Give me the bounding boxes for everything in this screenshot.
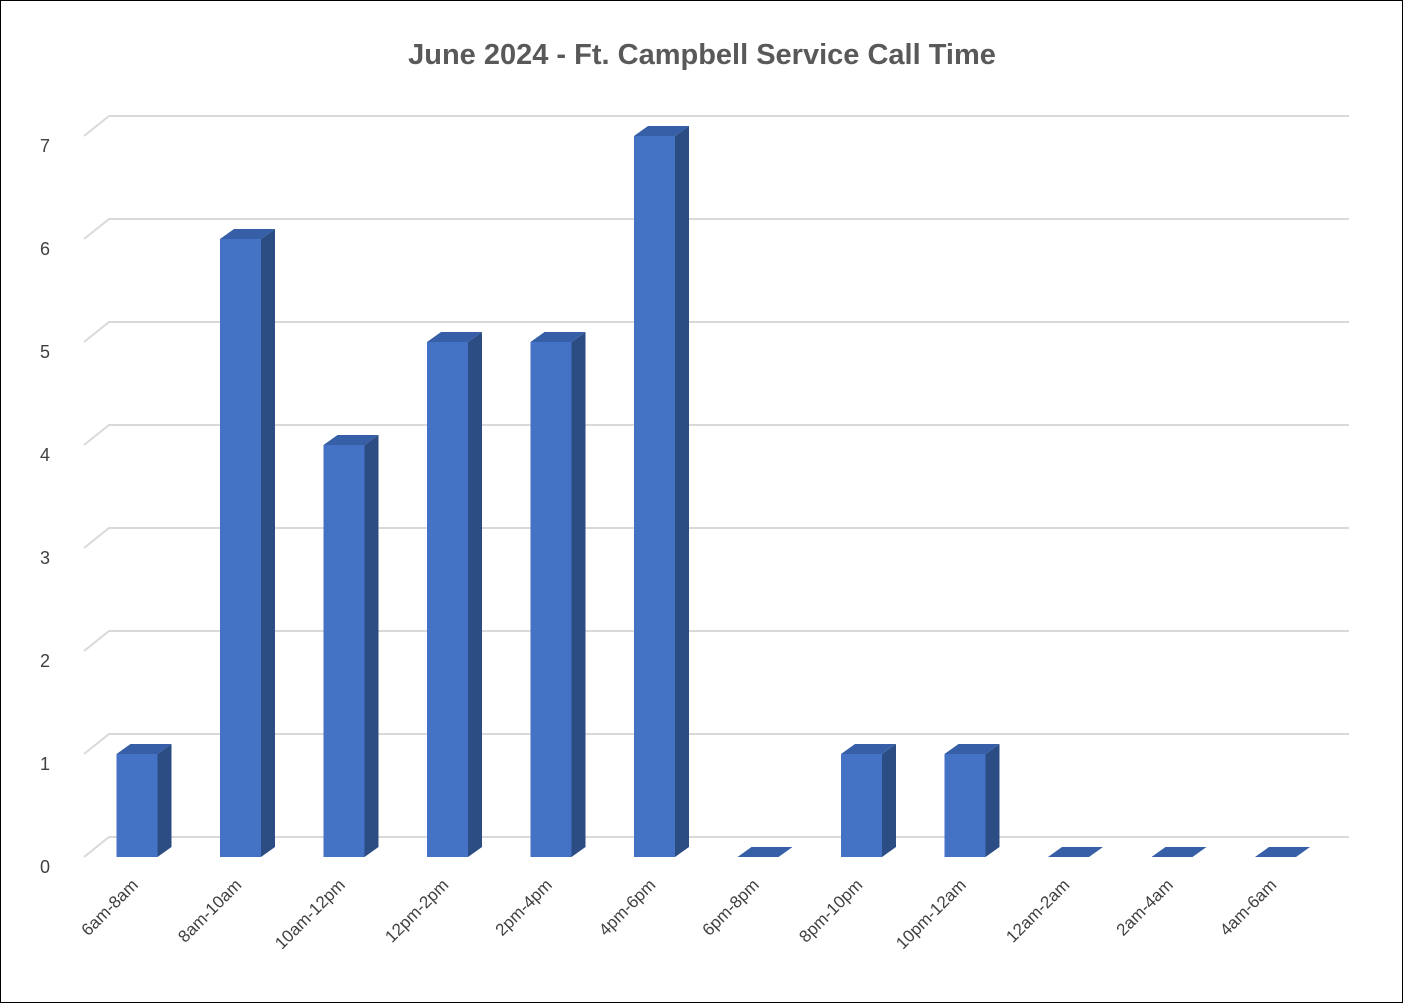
bar-top: [1255, 847, 1310, 857]
bar-front: [634, 136, 675, 857]
bar-top: [944, 744, 1000, 754]
bar-top: [323, 435, 379, 445]
bar-top: [427, 332, 482, 342]
bar: [1151, 847, 1207, 857]
x-tick-label: 4pm-6pm: [595, 875, 659, 939]
gridline: [83, 424, 1349, 446]
bar-top: [220, 229, 275, 239]
bar-top: [116, 744, 172, 754]
bar: [634, 126, 689, 857]
y-tick-label: 4: [40, 445, 50, 465]
bar-side: [571, 332, 586, 857]
gridlines: [83, 115, 1349, 858]
y-tick-label: 0: [40, 857, 50, 877]
bar: [944, 744, 1000, 857]
bar-top: [737, 847, 793, 857]
x-tick-label: 10am-12pm: [271, 875, 349, 953]
bar-front: [944, 754, 986, 857]
bar: [220, 229, 275, 857]
x-tick-label: 8pm-10pm: [795, 875, 866, 946]
bar-front: [220, 239, 261, 857]
gridline: [83, 321, 1349, 343]
bar-side: [882, 744, 896, 857]
bar: [116, 744, 172, 857]
y-tick-label: 6: [40, 239, 50, 259]
bar-side: [364, 435, 379, 857]
gridline: [83, 836, 1349, 858]
x-tick-label: 6am-8am: [78, 875, 142, 939]
bar-top: [634, 126, 689, 136]
bar-front: [323, 445, 365, 857]
bars: [116, 126, 1310, 857]
bar: [1255, 847, 1310, 857]
x-tick-label: 10pm-12am: [892, 875, 970, 953]
x-tick-label: 6pm-8pm: [699, 875, 763, 939]
x-tick-label: 2pm-4pm: [492, 875, 556, 939]
y-tick-label: 3: [40, 548, 50, 568]
x-tick-label: 4am-6am: [1216, 875, 1280, 939]
bar-side: [261, 229, 275, 857]
gridline: [83, 630, 1349, 652]
gridline: [83, 115, 1349, 137]
x-tick-label: 2am-4am: [1113, 875, 1177, 939]
bar-top: [1048, 847, 1103, 857]
x-axis-ticks: 6am-8am 8am-10am 10am-12pm 12pm-2pm 2pm-4pm 4…: [78, 875, 1281, 953]
x-tick-label: 12pm-2pm: [381, 875, 452, 946]
y-tick-label: 7: [40, 136, 50, 156]
bar-side: [675, 126, 689, 857]
y-axis-ticks: 0 1 2 3 4 5 6 7: [40, 136, 50, 877]
x-tick-label: 12am-2am: [1002, 875, 1073, 946]
x-tick-label: 8am-10am: [174, 875, 245, 946]
bar: [323, 435, 379, 857]
bar-side: [157, 744, 172, 857]
bar-top: [841, 744, 896, 754]
y-tick-label: 5: [40, 342, 50, 362]
gridline: [83, 733, 1349, 755]
bar-side: [985, 744, 1000, 857]
bar-top: [1151, 847, 1207, 857]
y-tick-label: 2: [40, 651, 50, 671]
bar: [841, 744, 896, 857]
bar-side: [468, 332, 482, 857]
bar-front: [841, 754, 882, 857]
y-tick-label: 1: [40, 754, 50, 774]
bar-front: [530, 342, 572, 857]
bar-front: [427, 342, 468, 857]
bar: [1048, 847, 1103, 857]
gridline: [83, 527, 1349, 549]
bar-front: [116, 754, 158, 857]
bar: [530, 332, 586, 857]
gridline: [83, 218, 1349, 240]
chart-title: June 2024 - Ft. Campbell Service Call Ti…: [408, 39, 996, 71]
bar: [427, 332, 482, 857]
bar-top: [530, 332, 586, 342]
bar: [737, 847, 793, 857]
